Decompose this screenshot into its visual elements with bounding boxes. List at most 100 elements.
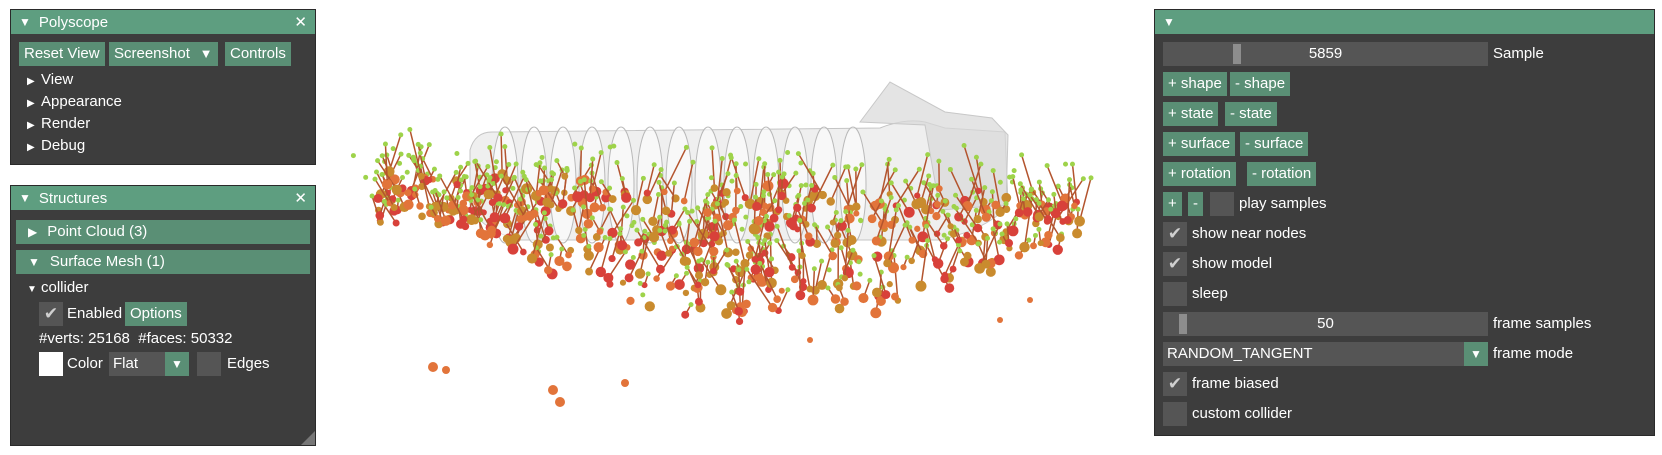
- point-node: [665, 281, 676, 291]
- point-stem: [953, 206, 980, 244]
- point-node: [795, 290, 806, 301]
- sample-slider[interactable]: 5859: [1163, 42, 1488, 66]
- point-node-near: [999, 231, 1005, 237]
- point-node: [619, 279, 627, 286]
- triangle-down-icon[interactable]: ▼: [19, 15, 31, 29]
- add-state-button[interactable]: + state: [1163, 102, 1219, 126]
- point-node-near: [755, 234, 761, 240]
- add-surface-button[interactable]: + surface: [1163, 132, 1236, 156]
- triangle-down-icon[interactable]: ▼: [19, 191, 31, 205]
- shade-mode-select[interactable]: Flat ▼: [109, 352, 189, 376]
- color-swatch[interactable]: [39, 352, 63, 376]
- point-node: [891, 292, 899, 301]
- tree-item-view[interactable]: ▶ View: [27, 69, 73, 91]
- point-node-near: [916, 166, 922, 172]
- reset-view-button[interactable]: Reset View: [19, 42, 105, 66]
- slider-grab[interactable]: [1233, 44, 1241, 64]
- point-node: [828, 251, 838, 261]
- point-node: [1051, 208, 1060, 217]
- point-node: [603, 272, 614, 283]
- point-node-near: [810, 171, 816, 177]
- point-stem: [746, 268, 774, 309]
- point-node: [939, 242, 948, 250]
- point-node-near: [786, 213, 792, 219]
- controls-button[interactable]: Controls: [225, 42, 291, 66]
- point-node-near: [708, 175, 714, 181]
- point-node: [736, 287, 745, 296]
- edges-checkbox[interactable]: [197, 352, 221, 376]
- point-node: [761, 202, 768, 210]
- point-node-near: [895, 202, 901, 208]
- controls-titlebar[interactable]: ▼: [1155, 10, 1654, 34]
- tree-item-appearance[interactable]: ▶ Appearance: [27, 91, 122, 113]
- point-node: [1072, 228, 1083, 239]
- point-node-near: [761, 189, 767, 195]
- surface-mesh-header[interactable]: ▼ Surface Mesh (1): [16, 250, 310, 274]
- point-node-near: [614, 160, 620, 166]
- remove-shape-button[interactable]: - shape: [1230, 72, 1291, 96]
- frame-biased-checkbox[interactable]: ✔: [1163, 372, 1187, 396]
- point-stem: [683, 162, 694, 202]
- point-node-near: [486, 177, 492, 183]
- point-node-near: [774, 238, 780, 244]
- remove-state-button[interactable]: - state: [1225, 102, 1277, 126]
- point-node: [794, 226, 801, 233]
- screenshot-button[interactable]: Screenshot: [109, 42, 195, 66]
- point-node-near: [850, 247, 856, 253]
- resize-grip-icon[interactable]: [301, 431, 315, 445]
- point-node: [1043, 217, 1051, 225]
- point-node: [732, 206, 740, 215]
- enabled-checkbox[interactable]: ✔: [39, 302, 63, 326]
- tree-item-render[interactable]: ▶ Render: [27, 113, 90, 135]
- collider-name: collider: [41, 279, 89, 296]
- point-node-near: [634, 227, 640, 233]
- point-node: [418, 212, 426, 221]
- point-node: [1063, 216, 1072, 225]
- point-node: [634, 268, 646, 279]
- polyscope-titlebar[interactable]: ▼ Polyscope ✕: [11, 10, 315, 34]
- point-node-near: [753, 181, 759, 187]
- point-node: [900, 264, 907, 271]
- custom-collider-checkbox[interactable]: [1163, 402, 1187, 426]
- remove-rotation-button[interactable]: - rotation: [1247, 162, 1317, 186]
- frame-mode-select[interactable]: RANDOM_TANGENT ▼: [1163, 342, 1488, 366]
- structures-titlebar[interactable]: ▼ Structures ✕: [11, 186, 315, 210]
- point-node: [558, 199, 568, 209]
- triangle-down-icon[interactable]: ▼: [1163, 15, 1175, 29]
- plus-button[interactable]: +: [1163, 192, 1182, 216]
- point-stem: [844, 230, 849, 279]
- add-shape-button[interactable]: + shape: [1163, 72, 1227, 96]
- point-cloud-header[interactable]: ▶ Point Cloud (3): [16, 220, 310, 244]
- play-samples-checkbox[interactable]: [1210, 192, 1234, 216]
- screenshot-options-button[interactable]: ▼: [194, 42, 218, 66]
- point-node-near: [811, 266, 817, 272]
- triangle-down-icon: ▼: [28, 255, 40, 269]
- close-icon[interactable]: ✕: [294, 14, 307, 31]
- point-node: [722, 188, 731, 197]
- frame-samples-slider[interactable]: 50: [1163, 312, 1488, 336]
- point-node-near: [973, 207, 979, 213]
- remove-surface-button[interactable]: - surface: [1240, 132, 1309, 156]
- show-near-nodes-checkbox[interactable]: ✔: [1163, 222, 1187, 246]
- sleep-checkbox[interactable]: [1163, 282, 1187, 306]
- point-node: [624, 273, 634, 283]
- show-model-checkbox[interactable]: ✔: [1163, 252, 1187, 276]
- close-icon[interactable]: ✕: [294, 190, 307, 207]
- collider-tree-node[interactable]: ▼ collider: [27, 277, 89, 299]
- add-rotation-button[interactable]: + rotation: [1163, 162, 1236, 186]
- point-node-near: [725, 171, 731, 177]
- point-node-near: [455, 194, 461, 200]
- minus-button[interactable]: -: [1188, 192, 1203, 216]
- options-button[interactable]: Options: [125, 302, 187, 326]
- point-node-near: [1027, 192, 1033, 198]
- point-stem: [909, 226, 924, 255]
- slider-grab[interactable]: [1179, 314, 1187, 334]
- tree-item-label: Appearance: [41, 93, 122, 110]
- point-node-near: [973, 154, 979, 160]
- tree-item-debug[interactable]: ▶ Debug: [27, 135, 85, 157]
- point-stem: [591, 172, 604, 208]
- point-node-near: [542, 165, 548, 171]
- point-node: [778, 178, 789, 189]
- point-node-near: [843, 209, 849, 215]
